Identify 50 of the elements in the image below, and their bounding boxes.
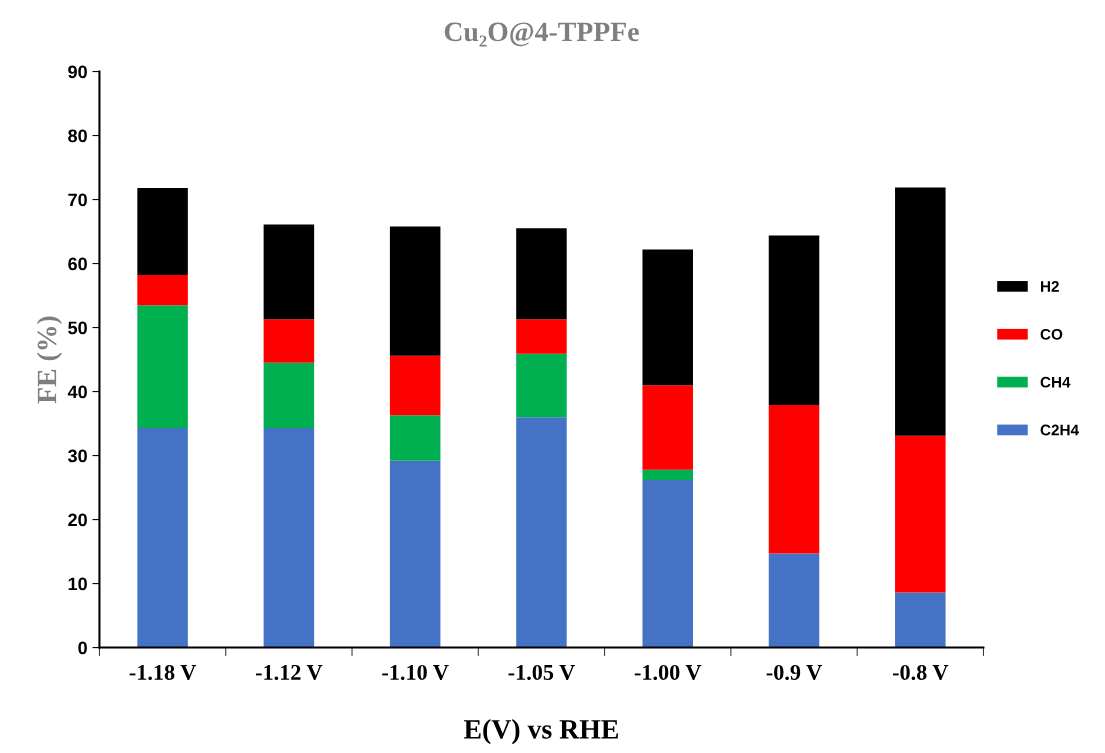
bar xyxy=(389,355,441,416)
y-tick-label: 80 xyxy=(68,129,87,143)
bar xyxy=(263,319,315,363)
x-tick-label: -0.9 V xyxy=(766,664,822,680)
x-tick-label: -1.00 V xyxy=(634,664,702,680)
bar xyxy=(137,188,188,276)
bar xyxy=(895,187,946,436)
y-tick-label: 40 xyxy=(67,385,87,399)
y-tick-label: 30 xyxy=(67,449,87,463)
y-tick-label: 10 xyxy=(68,577,87,591)
y-tick-label: 20 xyxy=(68,513,87,527)
x-tick-label: -1.12 V xyxy=(255,664,323,680)
y-tick-label: 0 xyxy=(78,641,87,655)
bar xyxy=(516,319,567,354)
bar xyxy=(768,553,820,648)
y-tick-label: 70 xyxy=(68,193,87,207)
bar xyxy=(137,275,188,306)
bar xyxy=(895,435,946,593)
x-tick-label: -1.10 V xyxy=(382,664,449,680)
x-tick-label: -1.18 V xyxy=(129,664,197,680)
legend-label: C2H4 xyxy=(1040,424,1079,436)
bar xyxy=(389,226,441,356)
bar xyxy=(263,428,315,648)
x-axis-title: E(V) vs RHE xyxy=(463,719,618,745)
y-tick-label: 90 xyxy=(68,65,87,79)
bar xyxy=(642,469,693,480)
bar xyxy=(642,479,693,648)
bar xyxy=(642,385,693,470)
bar xyxy=(516,417,567,648)
bar xyxy=(516,228,567,320)
bar xyxy=(642,249,693,386)
bar xyxy=(389,460,441,648)
y-tick-label: 50 xyxy=(68,321,87,335)
y-axis-title: FE (%) xyxy=(36,316,63,404)
bar xyxy=(263,224,315,320)
bar xyxy=(137,428,188,648)
y-tick-label: 60 xyxy=(68,257,87,271)
bar xyxy=(768,405,820,554)
bar xyxy=(389,415,441,461)
legend-label: CH4 xyxy=(1040,376,1071,388)
x-tick-label: -0.8 V xyxy=(892,664,949,680)
legend-label: H2 xyxy=(1041,281,1059,292)
bar xyxy=(895,592,946,648)
legend-label: CO xyxy=(1040,328,1063,340)
bar xyxy=(137,305,188,429)
bar xyxy=(263,362,315,429)
x-tick-label: -1.05 V xyxy=(508,664,575,680)
chart-title: Cu₂O@4-TPPFe xyxy=(444,22,639,47)
bar xyxy=(516,353,567,418)
bar xyxy=(768,235,820,405)
